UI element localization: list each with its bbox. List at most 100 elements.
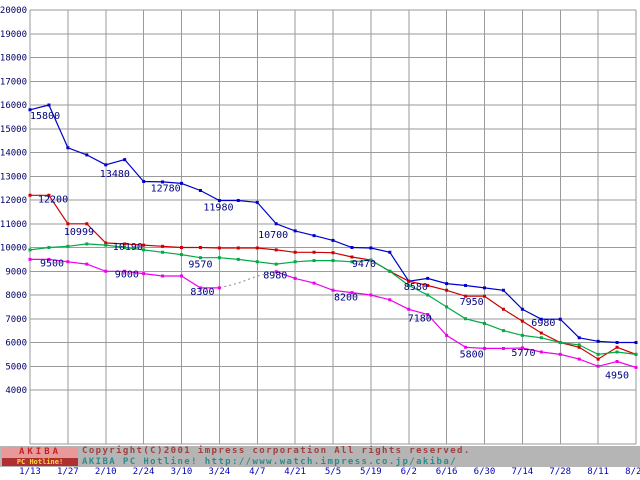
data-point-blue <box>123 158 127 162</box>
data-point-green <box>501 329 505 333</box>
data-point-blue <box>161 180 165 184</box>
data-point-blue <box>426 276 430 280</box>
data-point-blue <box>483 286 486 290</box>
data-label: 7180 <box>408 314 432 325</box>
y-tick-label: 17000 <box>0 77 27 87</box>
data-point-red <box>350 255 354 259</box>
logo-akiba-text: AKIBA <box>2 447 78 458</box>
data-point-blue <box>47 103 51 107</box>
y-tick-label: 6000 <box>5 339 27 349</box>
data-point-red <box>104 241 108 245</box>
copyright-text: Copyright(C)2001 impress corporation All… <box>82 446 471 456</box>
data-point-green <box>520 333 524 337</box>
data-label: 9570 <box>188 260 212 271</box>
data-point-blue <box>615 341 619 344</box>
data-point-magenta <box>388 298 392 302</box>
data-point-red <box>161 244 165 248</box>
data-point-green <box>180 253 183 257</box>
data-point-green <box>198 256 202 260</box>
data-point-magenta <box>180 274 183 278</box>
y-tick-label: 9000 <box>5 267 27 277</box>
data-point-green <box>577 343 581 347</box>
data-label: 8300 <box>190 287 214 298</box>
data-point-blue <box>501 288 505 292</box>
data-point-magenta <box>198 286 202 290</box>
price-chart: 4000 5000 6000 7000 8000 9000 10000 11000 12000 1… <box>0 6 638 445</box>
data-point-magenta <box>615 360 619 363</box>
y-tick-label: 8000 <box>5 291 27 301</box>
footer-text: Copyright(C)2001 impress corporation All… <box>82 446 638 467</box>
data-point-red <box>293 250 297 254</box>
x-tick-label: 8/25 <box>625 467 640 477</box>
data-point-magenta <box>539 350 543 354</box>
y-tick-label: 14000 <box>0 149 27 159</box>
data-point-green <box>539 336 543 340</box>
data-point-magenta <box>47 257 51 261</box>
data-point-magenta <box>28 257 32 261</box>
data-point-magenta <box>407 307 411 311</box>
data-point-blue <box>274 222 278 226</box>
data-point-blue <box>180 181 183 185</box>
data-point-blue <box>198 189 202 192</box>
data-point-blue <box>236 198 240 202</box>
data-point-red <box>28 193 32 197</box>
data-point-blue <box>28 108 32 112</box>
data-point-magenta <box>596 364 600 368</box>
data-point-magenta <box>501 346 505 350</box>
data-point-red <box>596 357 600 361</box>
data-label: 7950 <box>460 297 484 308</box>
data-point-red <box>539 331 543 335</box>
data-point-red <box>142 243 146 247</box>
data-point-green <box>426 293 430 297</box>
data-point-magenta <box>66 260 70 264</box>
data-point-green <box>28 248 32 252</box>
x-tick-label: 6/30 <box>473 467 496 477</box>
data-point-red <box>217 246 221 250</box>
y-tick-label: 19000 <box>0 30 27 40</box>
data-label: 10999 <box>64 227 94 238</box>
data-point-red <box>180 246 183 249</box>
data-point-blue <box>217 198 221 202</box>
site-url-text: AKIBA PC Hotline! http://www.watch.impre… <box>82 457 458 467</box>
data-point-red <box>274 248 278 252</box>
data-point-red <box>483 294 486 298</box>
x-tick-label: 4/21 <box>284 467 306 477</box>
akiba-logo: AKIBA PC Hotline! <box>2 447 78 466</box>
data-point-blue <box>634 341 638 344</box>
data-label: 8580 <box>404 282 428 293</box>
y-tick-label: 10000 <box>0 244 27 254</box>
data-point-green <box>407 284 411 287</box>
data-point-green <box>634 352 638 356</box>
data-point-green <box>85 242 89 246</box>
data-point-blue <box>539 317 543 321</box>
x-tick-label: 5/19 <box>360 467 382 477</box>
data-point-blue <box>85 153 89 157</box>
data-label: 9470 <box>352 259 376 270</box>
x-tick-label: 8/11 <box>587 467 609 477</box>
data-point-magenta <box>104 269 108 273</box>
x-tick-label: 1/27 <box>57 467 79 477</box>
data-point-green <box>369 258 373 262</box>
data-label: 8200 <box>334 292 358 303</box>
x-tick-label: 1/13 <box>19 467 41 477</box>
data-point-red <box>501 307 505 311</box>
data-point-blue <box>104 163 108 167</box>
data-point-blue <box>255 200 259 204</box>
data-point-blue <box>142 179 146 183</box>
data-point-green <box>445 305 449 309</box>
data-point-magenta <box>426 312 430 316</box>
data-point-green <box>123 246 127 249</box>
data-point-magenta <box>312 281 316 285</box>
x-tick-label: 7/14 <box>511 467 534 477</box>
series-line-magenta <box>275 271 637 368</box>
data-point-magenta <box>217 286 221 290</box>
y-tick-label: 7000 <box>5 315 27 325</box>
data-point-green <box>331 259 335 263</box>
data-point-green <box>255 260 259 264</box>
data-point-blue <box>312 234 316 238</box>
data-point-red <box>615 345 619 349</box>
x-tick-label: 7/28 <box>549 467 572 477</box>
y-tick-label: 18000 <box>0 54 27 64</box>
data-point-blue <box>520 307 524 311</box>
data-label: 13480 <box>100 169 130 180</box>
